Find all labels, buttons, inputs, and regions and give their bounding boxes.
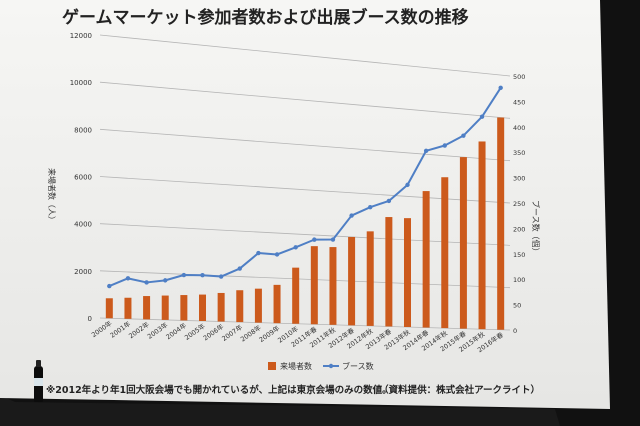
booths-point: [461, 133, 466, 138]
visitors-bar: [161, 295, 169, 320]
booths-point: [107, 283, 112, 289]
booths-point: [144, 280, 149, 285]
booths-point: [274, 252, 280, 257]
left-tick-label: 12000: [70, 32, 92, 40]
visitors-bar: [180, 295, 188, 321]
water-bottle: [34, 360, 43, 402]
right-tick-label: 400: [513, 124, 525, 132]
booths-point: [312, 237, 317, 242]
visitors-bar: [292, 267, 300, 324]
booths-point: [181, 272, 187, 278]
left-tick-label: 2000: [74, 268, 92, 276]
booths-line: [108, 87, 502, 288]
left-axis-label: 来場者数（人）: [47, 168, 57, 224]
footnote: ※2012年より年1回大阪会場でも開かれているが、上記は東京会場のみの数値。: [46, 384, 392, 396]
booths-point: [442, 143, 447, 148]
left-tick-label: 4000: [74, 221, 92, 229]
booths-point: [163, 278, 168, 283]
visitors-bars: [105, 117, 505, 330]
booths-point: [237, 266, 242, 271]
visitors-bar: [348, 236, 356, 326]
right-tick-label: 200: [513, 225, 525, 233]
visitors-bar: [422, 191, 430, 328]
right-tick-label: 500: [513, 73, 525, 81]
booths-point: [498, 85, 503, 91]
left-tick-label: 0: [88, 315, 92, 323]
visitors-bar: [366, 231, 374, 326]
right-tick-label: 350: [513, 149, 525, 157]
right-tick-label: 300: [513, 175, 525, 183]
right-tick-label: 100: [513, 276, 525, 284]
visitors-bar: [459, 157, 467, 329]
right-tick-label: 150: [513, 251, 525, 259]
visitors-bar: [236, 290, 244, 323]
right-tick-label: 50: [513, 302, 521, 310]
legend-line-marker: [328, 363, 334, 369]
booths-line-series: [107, 85, 503, 289]
slide-title: ゲームマーケット参加者数および出展ブース数の推移: [62, 7, 469, 28]
left-tick-label: 8000: [74, 126, 92, 134]
visitors-bar: [310, 246, 318, 325]
right-axis-ticks: 0 50 100 150 200 250 300 350 400 450 500: [513, 73, 525, 335]
left-tick-label: 10000: [70, 79, 92, 87]
booths-point: [479, 114, 485, 119]
visitors-bar: [199, 294, 206, 321]
booths-point: [405, 182, 410, 188]
left-axis-ticks: 0 2000 4000 6000 8000 10000 12000: [70, 32, 92, 323]
visitors-bar: [497, 117, 505, 330]
booths-point: [368, 204, 373, 210]
right-axis-label: ブース数（個）: [531, 200, 541, 256]
visitors-bar: [273, 284, 281, 324]
right-tick-label: 250: [513, 200, 525, 208]
visitors-bar: [329, 247, 337, 325]
right-tick-label: 0: [513, 327, 517, 335]
booths-point: [293, 245, 298, 250]
visitors-bar: [478, 141, 486, 330]
right-tick-label: 450: [513, 98, 525, 106]
visitors-bar: [143, 296, 151, 320]
gridline: [99, 81, 511, 119]
slide-background: [0, 0, 610, 409]
source-credit: （資料提供：株式会社アークライト）: [379, 384, 540, 396]
legend-bar-swatch: [268, 362, 276, 370]
legend-booths-label: ブース数: [342, 361, 374, 371]
visitors-bar: [217, 292, 225, 322]
visitors-bar: [404, 218, 411, 327]
booths-point: [256, 250, 261, 256]
booths-point: [349, 213, 354, 218]
booths-point: [200, 273, 205, 278]
booths-point: [386, 198, 392, 204]
visitors-bar: [105, 298, 113, 319]
booths-point: [125, 276, 131, 281]
booths-point: [330, 237, 336, 242]
visitors-bar: [254, 288, 262, 323]
booths-point: [423, 148, 429, 153]
legend-visitors-label: 来場者数: [280, 361, 312, 371]
legend: 来場者数 ブース数: [268, 361, 374, 371]
visitors-bar: [385, 217, 393, 327]
gridline: [99, 128, 511, 162]
left-tick-label: 6000: [74, 174, 92, 182]
booths-point: [218, 274, 224, 279]
gridline: [99, 34, 511, 77]
visitors-bar: [441, 177, 449, 329]
visitors-bar: [124, 297, 132, 319]
